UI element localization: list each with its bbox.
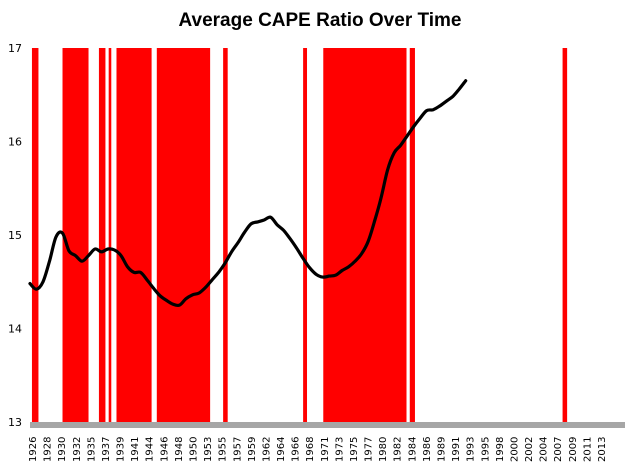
x-tick-label: 1982 [393,437,404,462]
shaded-periods [31,48,568,422]
x-tick-label: 2007 [553,437,564,462]
x-tick-label: 1950 [189,437,200,462]
x-axis-baseline-bar [30,422,625,428]
shaded-band-1 [62,48,89,422]
x-tick-label: 1977 [364,437,375,462]
y-tick-label: 14 [8,323,22,336]
x-tick-label: 1964 [276,437,287,462]
cape-line [28,79,468,308]
shaded-band-8 [323,48,407,422]
x-tick-label: 1998 [495,437,506,462]
x-tick-label: 2000 [510,437,521,462]
x-tick-label: 1953 [203,437,214,462]
x-tick-label: 1966 [291,437,302,462]
x-tick-label: 1928 [43,437,54,462]
x-tick-label: 1930 [57,437,68,462]
shaded-band-2 [98,48,106,422]
shaded-band-3 [108,48,112,422]
shaded-band-7 [303,48,308,422]
x-tick-label: 1995 [480,437,491,462]
x-tick-label: 1957 [232,437,243,462]
x-tick-label: 1989 [437,437,448,462]
shaded-band-6 [223,48,228,422]
shaded-band-9 [409,48,415,422]
x-tick-label: 2009 [568,437,579,462]
x-tick-label: 1980 [378,437,389,462]
x-tick-label: 1941 [130,437,141,462]
x-tick-label: 1973 [334,437,345,462]
shaded-band-10 [562,48,568,422]
y-tick-label: 15 [8,229,22,242]
x-tick-label: 1948 [174,437,185,462]
x-tick-label: 1968 [305,437,316,462]
x-tick-label: 1946 [159,437,170,462]
x-tick-label: 1962 [261,437,272,462]
x-tick-label: 1993 [466,437,477,462]
x-tick-label: 1975 [349,437,360,462]
cape-line-layer [28,79,468,308]
chart-title: Average CAPE Ratio Over Time [178,10,462,31]
y-tick-label: 17 [8,42,22,55]
x-tick-label: 1937 [101,436,112,461]
x-tick-label: 1984 [407,437,418,462]
y-tick-label: 16 [8,136,22,149]
x-tick-label: 1932 [72,437,83,462]
x-axis-baseline [30,422,625,428]
x-tick-label: 1991 [451,437,462,462]
x-tick-label: 1926 [28,437,39,462]
x-tick-label: 1944 [145,437,156,462]
x-tick-label: 1971 [320,437,331,462]
x-tick-label: 1955 [218,437,229,462]
y-tick-labels: 13 14 15 16 17 [8,42,22,429]
x-tick-label: 1935 [86,437,97,462]
x-tick-label: 1986 [422,437,433,462]
x-tick-label: 2004 [539,437,550,462]
shaded-band-0 [31,48,39,422]
x-tick-label: 1939 [116,437,127,462]
x-tick-labels: 1926 1928 1930 1932 1935 1937 1939 1941 1944 1946… [28,436,608,462]
shaded-band-5 [156,48,211,422]
shaded-band-4 [116,48,152,422]
y-tick-label: 13 [8,416,22,429]
x-tick-label: 2002 [524,437,535,462]
x-tick-label: 1959 [247,437,258,462]
x-tick-label: 2011 [582,437,593,462]
x-tick-label: 2013 [597,437,608,462]
